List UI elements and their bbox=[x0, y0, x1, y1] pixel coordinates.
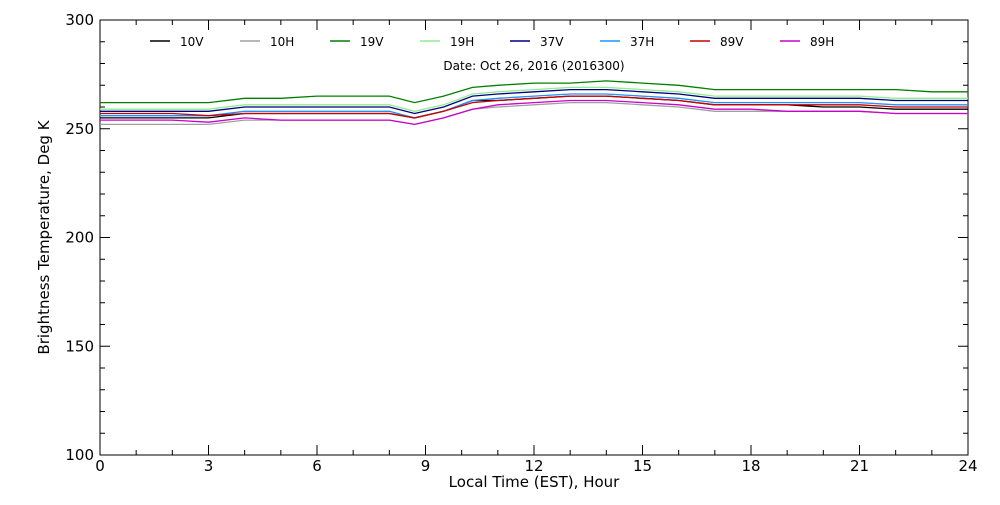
x-tick-label: 24 bbox=[958, 457, 977, 475]
series-line-37h bbox=[100, 93, 968, 119]
y-tick-label: 300 bbox=[65, 11, 94, 29]
legend-label-10h: 10H bbox=[270, 35, 294, 49]
legend-label-19v: 19V bbox=[360, 35, 384, 49]
date-annotation: Date: Oct 26, 2016 (2016300) bbox=[443, 59, 624, 73]
series-line-89h bbox=[100, 99, 968, 126]
y-tick-label: 100 bbox=[65, 446, 94, 464]
x-tick-label: 18 bbox=[741, 457, 760, 475]
legend-label-37v: 37V bbox=[540, 35, 564, 49]
x-tick-label: 21 bbox=[850, 457, 869, 475]
y-axis-label: Brightness Temperature, Deg K bbox=[35, 119, 53, 354]
y-tick-label: 250 bbox=[65, 120, 94, 138]
series-line-37v bbox=[100, 88, 968, 115]
x-tick-label: 6 bbox=[312, 457, 322, 475]
x-tick-label: 9 bbox=[421, 457, 431, 475]
y-tick-label: 150 bbox=[65, 337, 94, 355]
legend: 10V 10H 19V 19H 37V 37H 89V 89H bbox=[150, 35, 834, 49]
legend-label-19h: 19H bbox=[450, 35, 474, 49]
x-tick-label: 0 bbox=[95, 457, 105, 475]
legend-label-89h: 89H bbox=[810, 35, 834, 49]
x-tick-label: 3 bbox=[204, 457, 214, 475]
x-tick-label: 12 bbox=[524, 457, 543, 475]
series-lines bbox=[100, 80, 968, 126]
plot-frame bbox=[99, 19, 969, 456]
series-line-19h bbox=[100, 86, 968, 112]
series-line-89v bbox=[100, 95, 968, 119]
legend-label-89v: 89V bbox=[720, 35, 744, 49]
x-axis-label: Local Time (EST), Hour bbox=[449, 473, 620, 491]
axis-ticks: 0 3 6 9 12 15 18 21 24 100 150 200 250 300 bbox=[65, 11, 977, 475]
legend-label-37h: 37H bbox=[630, 35, 654, 49]
y-tick-label: 200 bbox=[65, 229, 94, 247]
x-tick-label: 15 bbox=[633, 457, 652, 475]
series-line-19v bbox=[100, 80, 968, 104]
legend-label-10v: 10V bbox=[180, 35, 204, 49]
